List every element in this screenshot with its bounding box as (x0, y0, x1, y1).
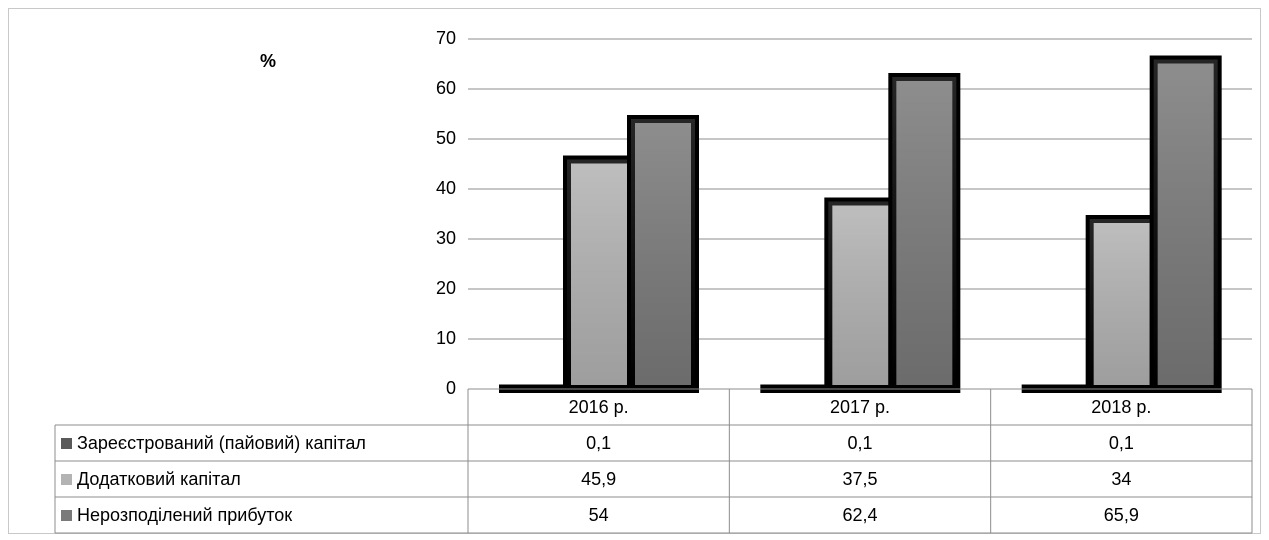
bar-shade (567, 159, 631, 389)
bar-shade (1089, 219, 1154, 389)
legend-marker (61, 438, 72, 449)
y-axis-label: % (260, 51, 276, 71)
legend-marker (61, 510, 72, 521)
y-tick-label: 70 (436, 28, 456, 48)
table-cell: 0,1 (1109, 433, 1134, 453)
y-tick-label: 40 (436, 178, 456, 198)
x-tick-label: 2017 р. (830, 397, 890, 417)
table-cell: 34 (1111, 469, 1131, 489)
table-cell: 65,9 (1104, 505, 1139, 525)
table-cell: 54 (589, 505, 609, 525)
table-cell: 0,1 (847, 433, 872, 453)
table-cell: 45,9 (581, 469, 616, 489)
legend-marker (61, 474, 72, 485)
legend-label: Зареєстрований (пайовий) капітал (77, 433, 366, 453)
y-tick-label: 50 (436, 128, 456, 148)
table-cell: 62,4 (842, 505, 877, 525)
y-tick-label: 10 (436, 328, 456, 348)
x-tick-label: 2018 р. (1091, 397, 1151, 417)
table-cell: 0,1 (586, 433, 611, 453)
table-cell: 37,5 (842, 469, 877, 489)
bar-shade (828, 201, 893, 389)
y-tick-label: 30 (436, 228, 456, 248)
y-tick-label: 20 (436, 278, 456, 298)
bar-shade (892, 77, 957, 389)
y-tick-label: 60 (436, 78, 456, 98)
bar-shade (1153, 59, 1218, 389)
bar-shade (631, 119, 695, 389)
y-tick-label: 0 (446, 378, 456, 398)
legend-label: Нерозподілений прибуток (77, 505, 292, 525)
legend-label: Додатковий капітал (77, 469, 241, 489)
x-tick-label: 2016 р. (569, 397, 629, 417)
